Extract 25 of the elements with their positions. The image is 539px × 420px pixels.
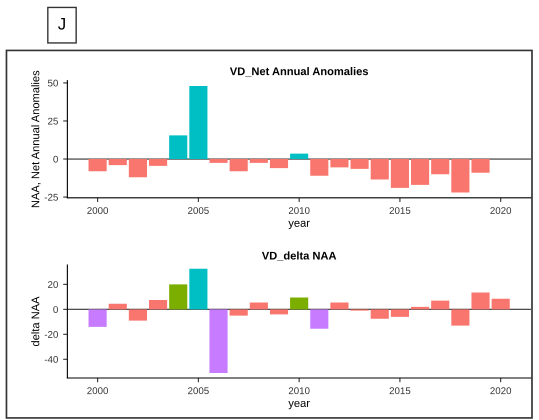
- y-tick-label: -25: [44, 194, 58, 201]
- y-tick-label: 20: [48, 281, 58, 288]
- y-axis-title: NAA, Net Annual Anomalies: [31, 70, 41, 208]
- y-tick-label: -20: [44, 331, 58, 338]
- x-tick-label: 2010: [288, 207, 310, 214]
- text: J: [58, 18, 65, 30]
- x-tick-label: 2020: [490, 207, 512, 214]
- y-tick-label: 0: [53, 306, 58, 313]
- x-tick-label: 2015: [390, 387, 410, 394]
- x-tick-label: 2005: [188, 207, 209, 214]
- chart-title: VD_delta NAA: [262, 251, 336, 261]
- x-tick-label: 2005: [188, 387, 209, 394]
- x-tick-label: 2020: [490, 387, 512, 394]
- x-axis-title: year: [288, 400, 310, 410]
- x-axis-title: year: [288, 220, 310, 230]
- x-tick-label: 2000: [87, 387, 108, 394]
- y-axis-title: delta NAA: [31, 296, 40, 346]
- y-tick-label: 50: [48, 80, 58, 87]
- y-tick-label: -40: [44, 356, 58, 363]
- x-tick-label: 2015: [390, 207, 410, 214]
- y-tick-label: 0: [53, 156, 58, 163]
- x-tick-label: 2000: [87, 207, 108, 214]
- y-tick-label: 25: [48, 118, 58, 125]
- x-tick-label: 2010: [288, 387, 310, 394]
- chart-title: VD_Net Annual Anomalies: [230, 67, 368, 76]
